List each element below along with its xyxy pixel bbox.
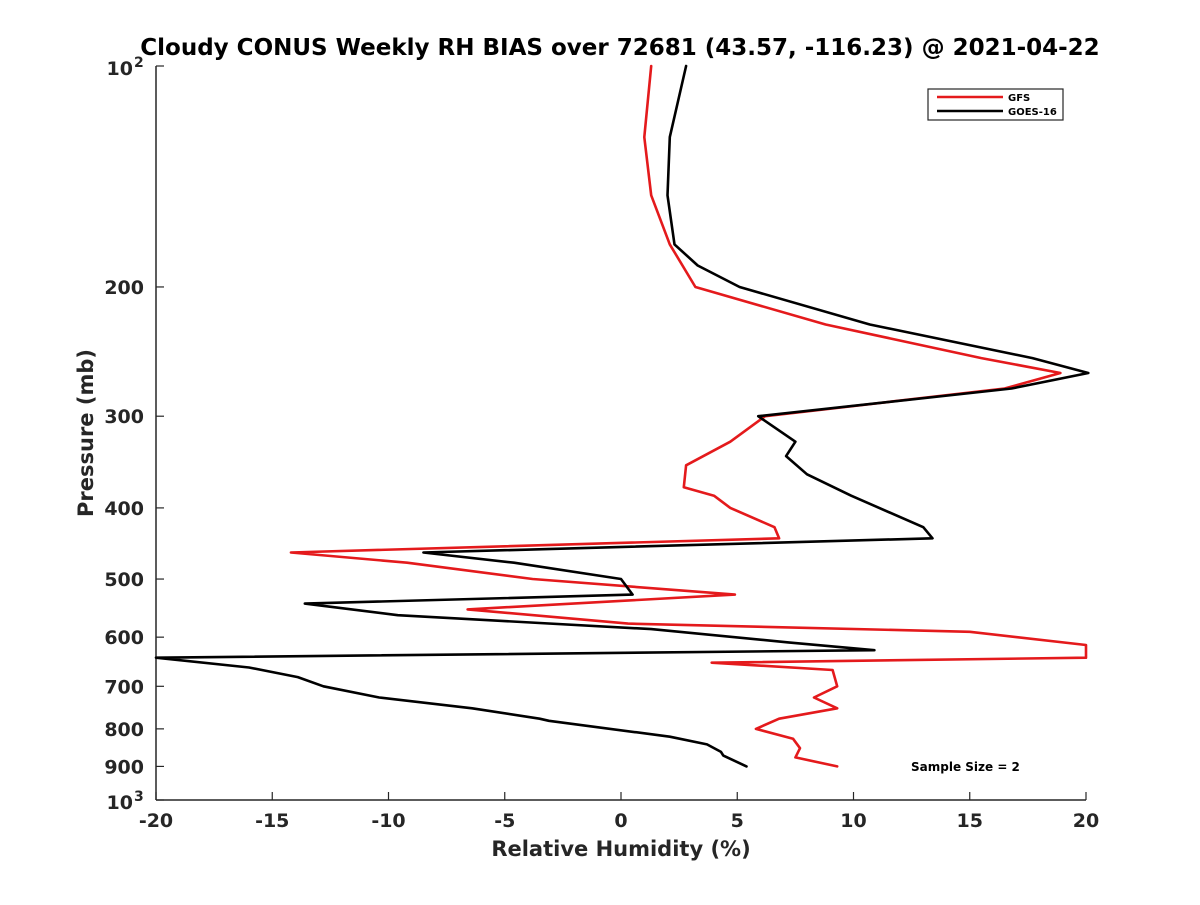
- plot-axes: [155, 66, 1086, 801]
- legend-box: [927, 88, 1064, 121]
- x-tick-label: -5: [494, 810, 515, 832]
- x-tick-label: 5: [731, 810, 744, 832]
- legend-gfs-label: GFS: [1008, 93, 1030, 104]
- y-tick-base: 10: [107, 58, 133, 80]
- series-line-gfs: [289, 64, 1088, 768]
- legend: GFS GOES-16: [927, 88, 1064, 121]
- y-tick-label: 400: [104, 498, 144, 520]
- y-tick-label: 200: [104, 277, 144, 299]
- series-line-goes16: [154, 64, 1090, 768]
- x-tick-label: 20: [1073, 810, 1099, 832]
- y-tick-exponent: 3: [134, 789, 144, 805]
- y-tick-label: 800: [104, 719, 144, 741]
- x-axis-label: Relative Humidity (%): [491, 837, 750, 861]
- y-tick-label: 700: [104, 676, 144, 698]
- legend-goes16-label: GOES-16: [1008, 107, 1057, 118]
- y-tick-label: 900: [104, 756, 144, 778]
- x-tick-label: -15: [255, 810, 289, 832]
- x-tick-label: 15: [957, 810, 983, 832]
- y-tick-label: 600: [104, 627, 144, 649]
- series-lines: [154, 64, 1090, 768]
- x-tick-label: -10: [371, 810, 405, 832]
- y-tick-label-power: 10 3: [107, 789, 144, 814]
- x-tick-group: -20 -15 -10 -5 0 5 10 15 20: [139, 792, 1099, 832]
- y-tick-exponent: 2: [134, 55, 144, 71]
- sample-size-annotation: Sample Size = 2: [911, 760, 1020, 774]
- y-axis-label: Pressure (mb): [74, 349, 98, 517]
- y-tick-label-power: 10 2: [107, 55, 144, 80]
- y-tick-base: 10: [107, 792, 133, 814]
- y-tick-label: 500: [104, 569, 144, 591]
- y-tick-label: 300: [104, 406, 144, 428]
- x-tick-label: 0: [614, 810, 627, 832]
- x-tick-label: -20: [139, 810, 173, 832]
- chart-title: Cloudy CONUS Weekly RH BIAS over 72681 (…: [140, 35, 1099, 61]
- x-tick-label: 10: [840, 810, 866, 832]
